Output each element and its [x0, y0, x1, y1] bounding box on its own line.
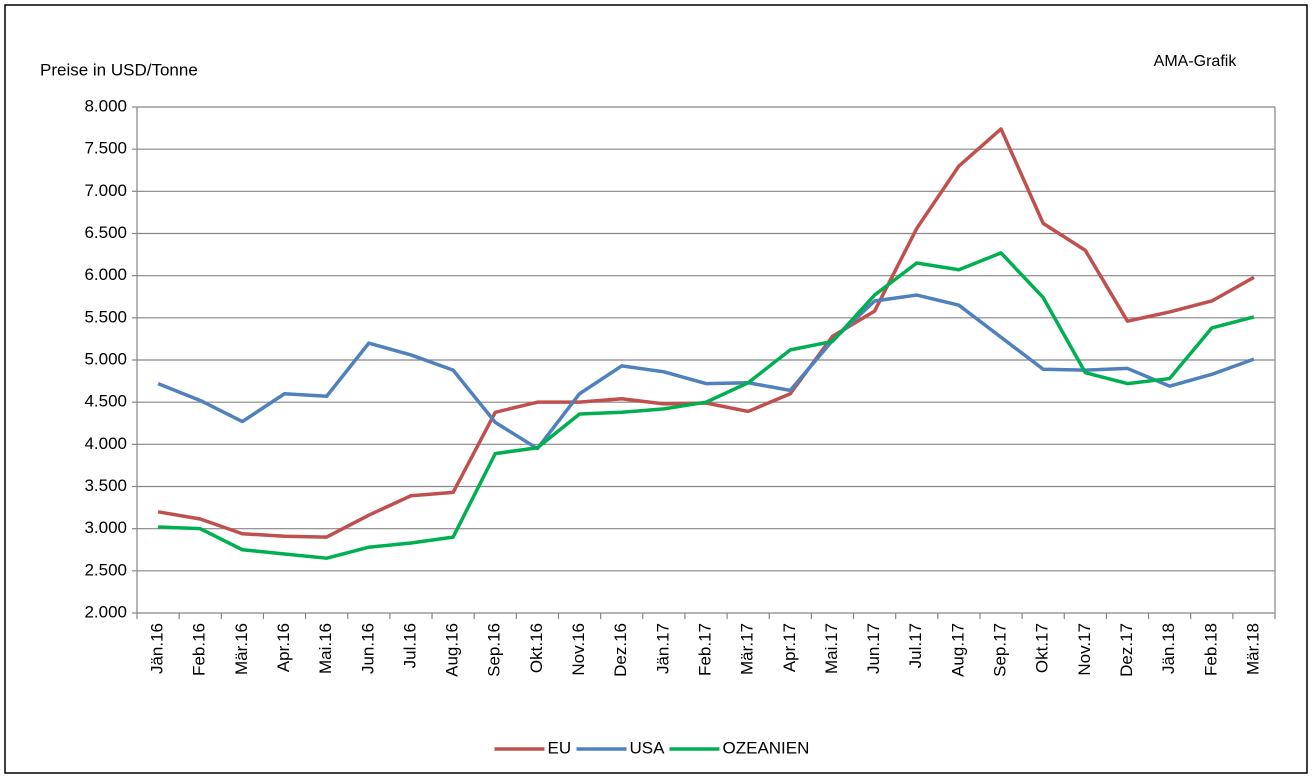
x-tick-label: Jun.17: [864, 623, 883, 674]
line-series: [158, 251, 1255, 560]
legend-label: EU: [548, 738, 572, 757]
annotation: AMA-Grafik: [1154, 53, 1238, 70]
x-tick-label: Dez.16: [611, 623, 630, 677]
y-tick-label: 5.000: [84, 349, 127, 368]
x-tick-label: Jän.17: [653, 623, 672, 674]
x-tick-label: Jän.18: [1159, 623, 1178, 674]
y-tick-label: 5.500: [84, 307, 127, 326]
x-tick-label: Feb.18: [1201, 623, 1220, 676]
y-tick-label: 4.500: [84, 392, 127, 411]
x-tick-label: Mär.18: [1243, 623, 1262, 675]
x-tick-label: Mär.16: [232, 623, 251, 675]
x-tick-label: Aug.16: [443, 623, 462, 677]
chart-border: [4, 4, 1308, 774]
x-tick-label: Aug.17: [948, 623, 967, 677]
y-tick-label: 8.000: [84, 96, 127, 115]
x-tick-label: Nov.17: [1075, 623, 1094, 676]
x-tick-label: Apr.17: [780, 623, 799, 672]
legend-label: USA: [630, 738, 666, 757]
x-tick-label: Sep.16: [485, 623, 504, 677]
x-tick-label: Apr.16: [274, 623, 293, 672]
x-tick-label: Jul.16: [400, 623, 419, 668]
y-tick-label: 2.000: [84, 602, 127, 621]
x-tick-label: Sep.17: [991, 623, 1010, 677]
x-tick-label: Okt.16: [527, 623, 546, 673]
x-tick-label: Feb.16: [190, 623, 209, 676]
y-tick-label: 7.500: [84, 139, 127, 158]
x-tick-label: Jän.16: [148, 623, 167, 674]
x-tick-label: Dez.17: [1117, 623, 1136, 677]
y-tick-label: 6.000: [84, 265, 127, 284]
y-tick-label: 6.500: [84, 223, 127, 242]
x-tick-label: Jul.17: [906, 623, 925, 668]
line-series: [157, 293, 1255, 451]
x-tick-label: Mai.17: [822, 623, 841, 674]
x-tick-label: Jun.16: [358, 623, 377, 674]
y-tick-label: 3.500: [84, 476, 127, 495]
x-tick-label: Nov.16: [569, 623, 588, 676]
x-tick-label: Mai.16: [316, 623, 335, 674]
y-tick-label: 4.000: [84, 434, 127, 453]
y-tick-label: 7.000: [84, 181, 127, 200]
y-tick-label: 3.000: [84, 518, 127, 537]
y-axis-label: Preise in USD/Tonne: [40, 60, 198, 79]
y-tick-label: 2.500: [84, 560, 127, 579]
x-tick-label: Okt.17: [1033, 623, 1052, 673]
x-tick-label: Feb.17: [695, 623, 714, 676]
x-tick-label: Mär.17: [738, 623, 757, 675]
legend-label: OZEANIEN: [723, 738, 810, 757]
